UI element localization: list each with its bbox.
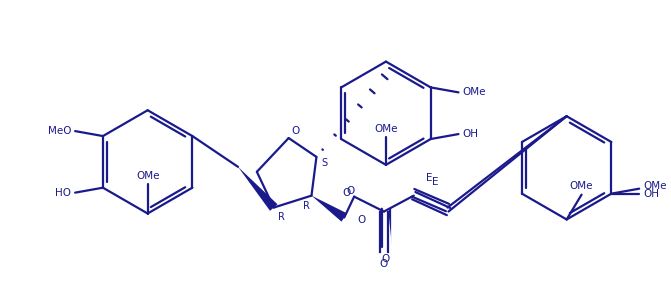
- Text: OMe: OMe: [643, 181, 667, 191]
- Polygon shape: [238, 167, 278, 211]
- Text: O: O: [380, 259, 388, 269]
- Text: O: O: [346, 186, 354, 196]
- Text: E: E: [426, 173, 433, 183]
- Polygon shape: [311, 196, 347, 222]
- Text: OMe: OMe: [136, 171, 160, 181]
- Text: S: S: [321, 158, 327, 168]
- Text: E: E: [432, 177, 439, 187]
- Text: O: O: [357, 216, 365, 225]
- Text: O: O: [291, 126, 300, 136]
- Text: OH: OH: [643, 189, 659, 199]
- Text: OH: OH: [462, 129, 478, 139]
- Text: OMe: OMe: [462, 87, 486, 97]
- Text: OMe: OMe: [374, 124, 398, 134]
- Text: O: O: [342, 188, 350, 198]
- Text: O: O: [382, 254, 390, 264]
- Text: R: R: [278, 212, 285, 223]
- Text: OMe: OMe: [570, 181, 593, 191]
- Text: HO: HO: [55, 188, 71, 198]
- Text: MeO: MeO: [48, 126, 71, 136]
- Text: R: R: [303, 201, 310, 211]
